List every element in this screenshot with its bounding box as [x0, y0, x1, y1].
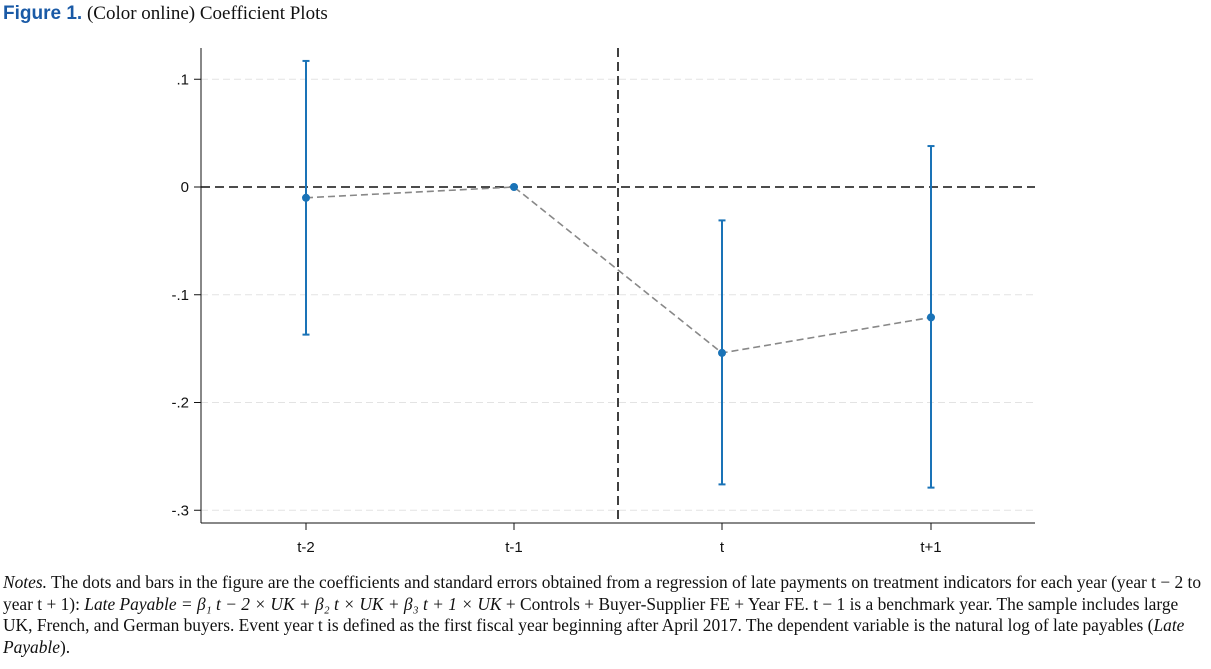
figure-caption: (Color online) Coefficient Plots	[86, 3, 328, 24]
reference-lines	[201, 48, 1035, 523]
notes-text-2: + Controls + Buyer-Supplier FE + Year FE…	[3, 593, 1179, 636]
x-tick-label: t-2	[297, 539, 315, 556]
y-tick-label: -.1	[171, 287, 189, 304]
x-tick-label: t	[720, 539, 725, 556]
y-tick-label: -.2	[171, 395, 189, 412]
figure-notes: Notes. The dots and bars in the figure a…	[3, 572, 1206, 658]
coefficient-point-t-2	[302, 193, 310, 202]
notes-equation: Late Payable = β₁ t − 2 × UK + β₂ t × UK…	[84, 593, 502, 614]
notes-text-1: The dots and bars in the figure are the …	[3, 572, 1202, 614]
coefficient-plot: .1 0 -.1 -.2 -.3 t-2 t-1 t t+1	[171, 48, 1035, 556]
coefficient-point-t+1	[927, 313, 935, 322]
coefficient-point-t-1	[510, 183, 518, 191]
y-tick-label: 0	[181, 179, 189, 196]
x-tick-label: t-1	[505, 539, 523, 556]
coefficient-connector-line	[305, 186, 932, 354]
coefficient-point-t	[718, 348, 726, 357]
notes-dependent-variable: Late Payable	[3, 615, 1185, 657]
series	[302, 59, 935, 489]
y-tick-label: -.3	[171, 502, 189, 519]
figure-label: Figure 1.	[3, 3, 83, 24]
notes-label: Notes.	[3, 572, 47, 592]
notes-text-3: ).	[59, 636, 71, 657]
axes: .1 0 -.1 -.2 -.3 t-2 t-1 t t+1	[171, 48, 1035, 556]
grid-lines	[201, 78, 1035, 511]
figure-title: Figure 1. (Color online) Coefficient Plo…	[3, 3, 328, 25]
y-tick-label: .1	[176, 71, 189, 88]
x-tick-label: t+1	[920, 539, 941, 556]
